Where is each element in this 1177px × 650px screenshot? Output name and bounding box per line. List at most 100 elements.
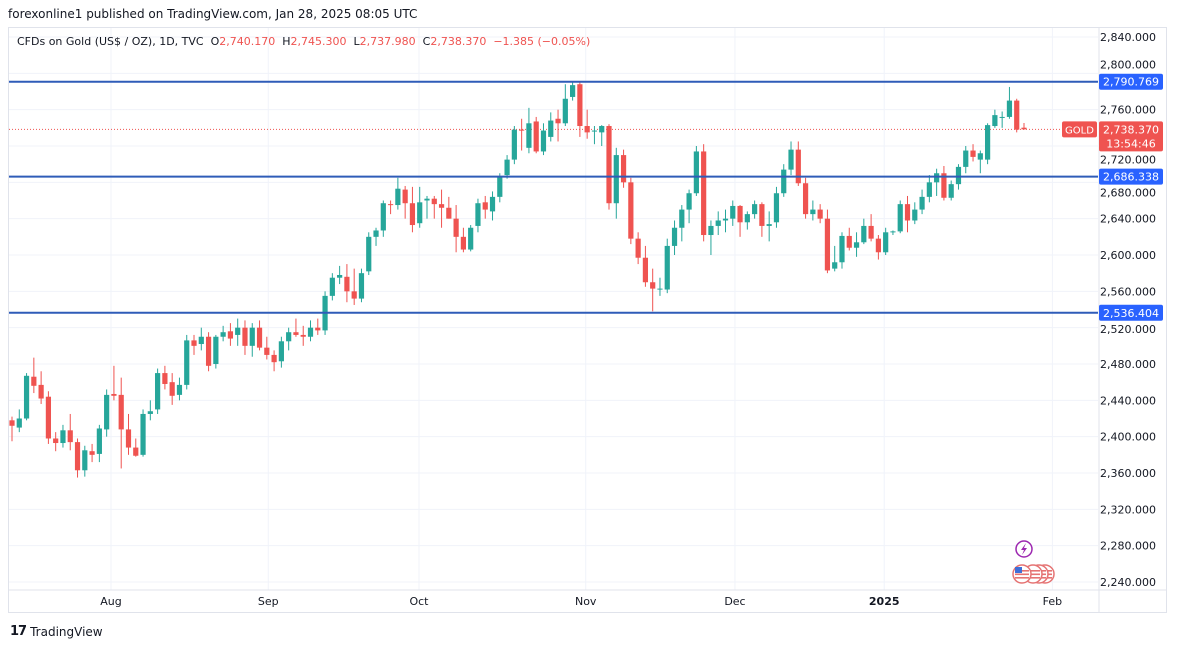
candle-down <box>133 447 139 456</box>
candle-down <box>118 394 124 430</box>
candle-up <box>249 327 255 346</box>
level-price-label-bg <box>1099 73 1163 90</box>
price-tick-label: 2,800.000 <box>1100 59 1156 72</box>
candle-up <box>213 336 219 364</box>
high-value: 2,745.300 <box>290 35 347 48</box>
candle-down <box>606 126 612 204</box>
symbol-description[interactable]: CFDs on Gold (US$ / OZ), 1D, TVC <box>17 35 204 48</box>
candle-up <box>752 204 758 215</box>
candle-up <box>715 220 721 226</box>
candle-up <box>82 450 88 471</box>
candle-up <box>897 204 903 232</box>
candle-down <box>875 238 881 253</box>
candle-up <box>693 151 699 194</box>
high-label: H <box>282 35 291 48</box>
candle-down <box>555 118 561 124</box>
candle-up <box>977 153 983 160</box>
candle-down <box>584 126 590 133</box>
candle-down <box>904 204 911 221</box>
candle-down <box>205 336 212 366</box>
candle-down <box>162 373 168 384</box>
candle-down <box>53 438 59 444</box>
price-tick-label: 2,560.000 <box>1100 285 1156 298</box>
candle-up <box>926 182 932 197</box>
symbol-tag: GOLD <box>1065 125 1094 136</box>
flag-stripe <box>1026 570 1040 572</box>
candle-up <box>526 123 532 148</box>
candle-down <box>460 236 466 250</box>
low-value: 2,737.980 <box>359 35 416 48</box>
candle-up <box>992 115 998 127</box>
candle-up <box>380 203 386 231</box>
candle-up <box>984 125 991 160</box>
open-label: O <box>210 35 220 48</box>
candle-up <box>919 196 925 210</box>
level-price-label: 2,790.769 <box>1103 76 1159 89</box>
candle-down <box>351 291 357 299</box>
time-axis-label: Sep <box>258 595 279 608</box>
candle-down <box>519 129 525 131</box>
candle-up <box>329 277 335 296</box>
candle-down <box>242 327 248 346</box>
price-tick-label: 2,520.000 <box>1100 323 1156 336</box>
candle-up <box>613 155 619 204</box>
candle-up <box>788 149 794 170</box>
tv-logo-icon: 17 <box>10 624 27 639</box>
candle-down <box>271 354 277 363</box>
candle-up <box>810 209 816 215</box>
candle-up <box>278 341 284 362</box>
candle-up <box>235 327 241 335</box>
candle-down <box>169 382 175 396</box>
candle-up <box>468 227 474 250</box>
candle-down <box>256 327 263 348</box>
candle-up <box>511 129 517 160</box>
candle-up <box>839 235 845 263</box>
candle-up <box>220 332 226 337</box>
candle-up <box>104 394 110 430</box>
candle-down <box>74 442 81 471</box>
candle-up <box>286 332 292 342</box>
candle-up <box>570 85 576 97</box>
published-caption: forexonline1 published on TradingView.co… <box>8 7 418 21</box>
candle-down <box>446 207 452 219</box>
candle-up <box>853 242 860 248</box>
candle-up <box>475 203 481 226</box>
candle-up <box>198 336 204 345</box>
time-axis-label: Nov <box>575 595 597 608</box>
candle-up <box>497 176 503 197</box>
chart-frame <box>8 27 1167 613</box>
candle-up <box>679 209 685 228</box>
candle-down <box>227 331 234 339</box>
candle-up <box>955 166 962 185</box>
candle-down <box>650 282 656 289</box>
candle-down <box>45 396 52 439</box>
candle-up <box>504 159 510 176</box>
candle-down <box>453 218 459 237</box>
candle-down <box>846 235 852 248</box>
candle-down <box>315 327 321 331</box>
candle-up <box>562 98 568 124</box>
candle-down <box>1014 100 1020 130</box>
candle-up <box>766 224 772 226</box>
candle-up <box>686 193 692 210</box>
candle-down <box>628 182 634 239</box>
tradingview-logo[interactable]: 17 TradingView <box>10 624 103 639</box>
close-label: C <box>422 35 431 48</box>
price-tick-label: 2,320.000 <box>1100 503 1156 516</box>
candle-up <box>708 225 714 236</box>
candle-up <box>861 225 867 243</box>
candle-down <box>817 209 823 219</box>
candle-up <box>591 130 598 132</box>
candle-up <box>664 245 670 290</box>
price-tick-label: 2,480.000 <box>1100 358 1156 371</box>
time-axis-label: Feb <box>1043 595 1062 608</box>
candle-down <box>438 204 445 208</box>
candle-down <box>941 173 947 198</box>
price-tick-label: 2,280.000 <box>1100 540 1156 553</box>
price-tick-label: 2,840.000 <box>1100 31 1156 44</box>
candle-down <box>533 121 539 152</box>
flag-stripe <box>1026 573 1040 576</box>
candle-down <box>642 257 649 283</box>
level-price-label-bg <box>1099 168 1163 185</box>
